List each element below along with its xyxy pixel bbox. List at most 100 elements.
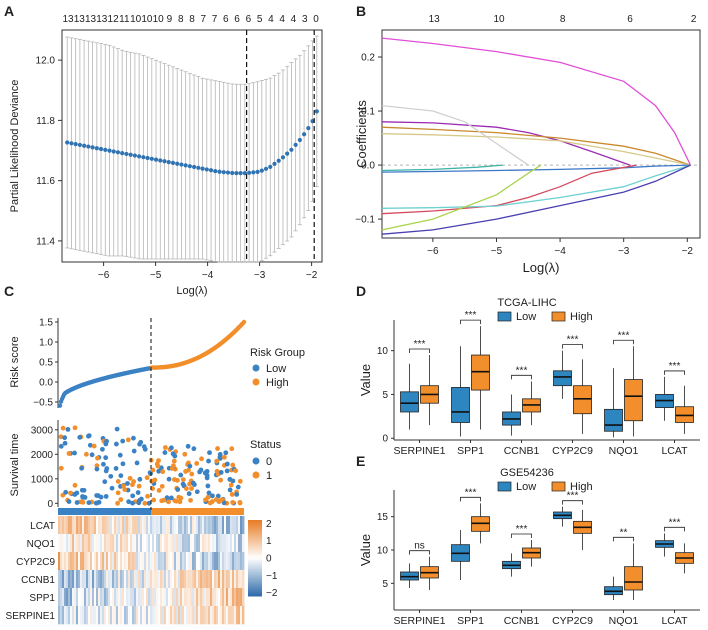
panel-d-boxplot: 0 5 10 Value TCGA-LIHC Low High SERPINE1 *** SPP1… — [358, 297, 700, 457]
heatmap-cell — [74, 534, 77, 553]
risk-tick-label: 0.0 — [39, 378, 53, 389]
x-tick-label: −6 — [427, 246, 439, 257]
heatmap-cell — [92, 606, 95, 625]
survival-point-alive — [137, 498, 142, 503]
deviance-point — [200, 166, 205, 171]
deviance-point — [65, 140, 70, 145]
gene-label: SPP1 — [29, 593, 55, 604]
heatmap-cell — [180, 570, 183, 589]
heatmap-cell — [204, 570, 207, 589]
heatmap-cell — [144, 606, 147, 625]
survival-axis-label: Survival time — [9, 434, 21, 497]
heatmap-cell — [170, 588, 173, 607]
heatmap-cell — [230, 588, 233, 607]
heatmap-cell — [88, 534, 91, 553]
deviance-point — [187, 164, 192, 169]
heatmap-cell — [194, 570, 197, 589]
legend-label-low: Low — [516, 481, 536, 493]
survival-point-alive — [62, 440, 68, 446]
top-count-label: 7 — [212, 14, 218, 25]
survival-point-alive — [109, 485, 115, 491]
x-tick-label: −6 — [98, 270, 110, 281]
heatmap-cell — [78, 534, 81, 553]
heatmap-cell — [62, 534, 65, 553]
colorbar-segment — [248, 561, 262, 565]
colorbar-segment — [248, 539, 262, 542]
x-tick-label: −3 — [618, 246, 630, 257]
coef-path-teal — [381, 164, 503, 172]
colorbar-segment — [248, 540, 262, 544]
heatmap-cell — [182, 588, 185, 607]
heatmap-cell — [68, 570, 71, 589]
survival-point-alive — [120, 438, 126, 444]
heatmap-cell — [62, 606, 65, 625]
heatmap-cell — [100, 570, 103, 589]
survival-point-alive — [101, 461, 106, 467]
heatmap-cell — [220, 570, 223, 589]
survival-point-alive — [74, 500, 80, 505]
heatmap-cell — [228, 570, 231, 589]
heatmap-cell — [228, 588, 231, 607]
colorbar-segment — [248, 527, 262, 530]
heatmap-cell — [220, 606, 223, 625]
deviance-point — [251, 170, 256, 175]
heatmap-cell — [154, 588, 157, 607]
y-axis-label: Coefficients — [354, 100, 369, 168]
legend-swatch-low — [497, 311, 512, 322]
heatmap-cell — [228, 516, 231, 535]
heatmap-cell — [152, 552, 155, 571]
heatmap-cell — [86, 516, 89, 535]
heatmap-cell — [232, 552, 235, 571]
heatmap-cell — [154, 552, 157, 571]
heatmap-cell — [166, 552, 169, 571]
heatmap-cell — [70, 534, 73, 553]
survival-point-alive — [178, 472, 184, 478]
significance-label: *** — [465, 487, 477, 498]
survival-point-alive — [185, 443, 191, 449]
heatmap-cell — [208, 570, 211, 589]
heatmap-cell — [82, 552, 85, 571]
heatmap-cell — [218, 570, 221, 589]
heatmap-cell — [84, 534, 87, 553]
survival-point-dead — [58, 465, 64, 471]
heatmap-cell — [200, 588, 203, 607]
survival-tick-label: 2000 — [31, 450, 54, 461]
heatmap-cell — [156, 570, 159, 589]
colorbar-segment — [248, 584, 262, 587]
heatmap-cell — [68, 606, 71, 625]
significance-label: *** — [567, 335, 579, 346]
top-count-label: 11 — [119, 14, 130, 25]
heatmap-cell — [90, 552, 93, 571]
heatmap-cell — [238, 570, 241, 589]
colorbar-segment — [248, 592, 262, 595]
heatmap-cell — [108, 516, 111, 535]
deviance-point — [77, 142, 82, 148]
heatmap-cell — [80, 552, 83, 571]
colorbar-segment — [248, 588, 262, 591]
top-count-label: 9 — [167, 14, 173, 25]
deviance-point — [247, 170, 252, 175]
heatmap-cell — [102, 606, 105, 625]
heatmap-cell — [152, 534, 155, 553]
category-label: CCNB1 — [504, 445, 540, 457]
heatmap-cell — [140, 516, 143, 535]
heatmap-cell — [180, 606, 183, 625]
survival-point-dead — [159, 483, 165, 489]
heatmap-cell — [192, 534, 195, 553]
colorbar-segment — [248, 559, 262, 563]
heatmap-cell — [128, 534, 131, 553]
heatmap-cell — [214, 606, 217, 625]
survival-point-alive — [80, 494, 85, 499]
heatmap-cell — [64, 606, 67, 625]
category-label: SPP1 — [457, 615, 484, 627]
heatmap-cell — [86, 570, 89, 589]
heatmap-cell — [140, 552, 143, 571]
heatmap-cell — [130, 552, 133, 571]
heatmap-cell — [120, 570, 123, 589]
heatmap-cell — [242, 588, 245, 607]
heatmap-cell — [64, 588, 67, 607]
survival-point-dead — [72, 425, 78, 431]
heatmap-cell — [170, 534, 173, 553]
heatmap-cell — [192, 588, 195, 607]
survival-point-dead — [176, 494, 182, 500]
